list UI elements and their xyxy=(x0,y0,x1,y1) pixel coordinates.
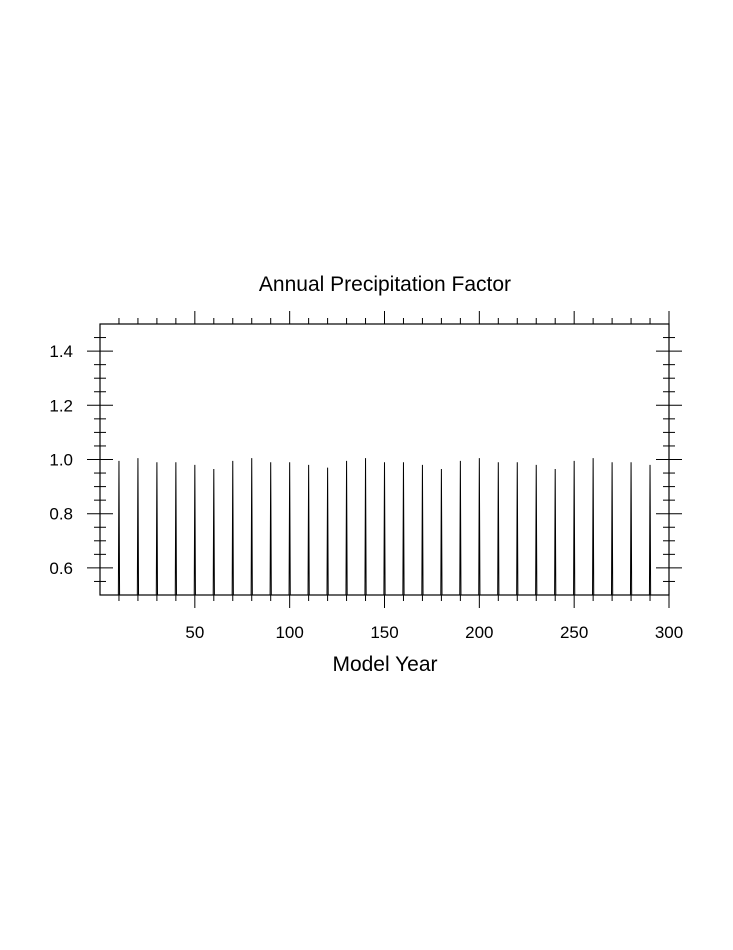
data-spike xyxy=(136,458,140,596)
x-tick-label: 50 xyxy=(185,623,204,642)
data-spike xyxy=(364,458,367,596)
data-spike xyxy=(629,462,633,596)
data-spike xyxy=(648,464,652,596)
data-spike xyxy=(231,460,234,596)
plot-frame xyxy=(99,323,670,596)
x-tick-label: 100 xyxy=(275,623,303,642)
data-spike xyxy=(288,462,291,596)
data-spike xyxy=(459,460,462,596)
data-spike xyxy=(307,464,310,596)
data-spike xyxy=(497,462,500,596)
data-spike xyxy=(535,464,538,596)
y-tick-label: 1.2 xyxy=(49,396,73,415)
data-spike xyxy=(611,462,614,596)
x-tick-label: 200 xyxy=(465,623,493,642)
data-spike xyxy=(174,462,177,596)
x-axis-label: Model Year xyxy=(332,653,437,676)
data-spike xyxy=(269,462,272,596)
data-spike xyxy=(250,458,253,596)
x-tick-label: 250 xyxy=(560,623,588,642)
data-spike xyxy=(345,460,348,596)
data-spike xyxy=(326,467,329,596)
x-tick-label: 300 xyxy=(655,623,683,642)
data-spike xyxy=(212,468,215,596)
data-spike xyxy=(383,462,386,596)
tick-labels: 50 100 150 200 250 300 0.6 0.8 1.0 1.2 1.4 xyxy=(49,342,683,642)
y-tick-label: 0.8 xyxy=(49,505,73,524)
chart-title: Annual Precipitation Factor xyxy=(259,273,511,296)
y-tick-label: 0.6 xyxy=(49,559,73,578)
data-spike xyxy=(440,468,443,596)
data-spike xyxy=(516,462,519,596)
data-spike xyxy=(421,464,424,596)
x-tick-label: 150 xyxy=(370,623,398,642)
data-spike xyxy=(193,464,196,596)
data-spike xyxy=(155,462,158,596)
data-spike xyxy=(592,458,595,596)
data-series xyxy=(117,458,652,596)
data-spike xyxy=(402,462,405,596)
y-tick-label: 1.4 xyxy=(49,342,73,361)
data-spike xyxy=(478,458,481,596)
data-spike xyxy=(554,468,557,596)
data-spike xyxy=(117,460,121,596)
y-tick-label: 1.0 xyxy=(49,451,73,470)
data-spike xyxy=(573,460,576,596)
